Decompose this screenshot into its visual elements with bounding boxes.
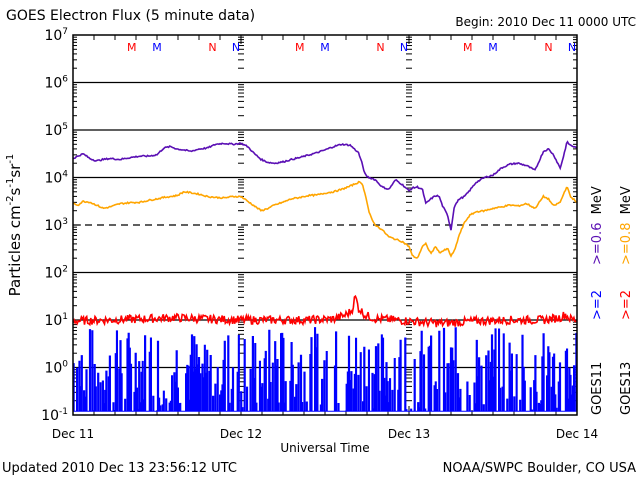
marker-n: N: [544, 41, 552, 54]
updated-timestamp: Updated 2010 Dec 13 23:56:12 UTC: [2, 461, 237, 476]
y-tick-exp: 5: [62, 122, 68, 132]
y-tick-label: 105: [44, 122, 68, 139]
marker-n: N: [208, 41, 216, 54]
marker-m: M: [152, 41, 162, 54]
marker-m: M: [127, 41, 137, 54]
x-tick-label: Dec 13: [388, 427, 430, 441]
marker-n: N: [232, 41, 240, 54]
svg-text:>=0.8 MeV: >=0.8 MeV: [619, 186, 634, 265]
legend-goes11-2mev: >=2: [590, 290, 605, 320]
series-goes11-06mev: [72, 140, 578, 231]
series-goes11-2mev: [72, 327, 578, 412]
legend-goes11-06mev: >=0.6: [590, 223, 605, 265]
y-tick-label: 101: [44, 312, 68, 329]
y-axis-label-exp1: -2: [5, 195, 16, 205]
y-tick-label: 102: [44, 265, 68, 282]
svg-text:GOES11: GOES11: [590, 362, 605, 415]
y-tick-base: 10: [44, 171, 62, 187]
legend-goes13-2mev: >=2: [619, 290, 634, 320]
series-goes13-2mev: [72, 294, 578, 329]
y-tick-label: 103: [44, 217, 68, 234]
y-axis-label-exp3: -1: [5, 154, 16, 164]
x-tick-labels: Dec 11 Dec 12 Dec 13 Dec 14: [52, 427, 598, 441]
y-tick-base: 10: [44, 266, 62, 282]
x-tick-label: Dec 12: [220, 427, 262, 441]
y-tick-base: 10: [44, 218, 62, 234]
svg-text:>=2: >=2: [590, 290, 605, 320]
y-tick-base: 10: [44, 28, 62, 44]
legend-mev-1: MeV: [590, 186, 605, 214]
y-axis-label-sr: sr: [6, 163, 24, 178]
series-goes13-08mev: [72, 180, 578, 259]
legend-goes11: GOES11: [590, 362, 605, 415]
legend-goes13-08mev: >=0.8: [619, 223, 634, 265]
chart-title: GOES Electron Flux (5 minute data): [6, 8, 255, 24]
y-tick-exp: 7: [62, 27, 68, 37]
marker-m: M: [295, 41, 305, 54]
y-tick-exp: 2: [62, 265, 68, 275]
begin-label: Begin: 2010 Dec 11 0000 UTC: [455, 15, 636, 29]
legend-mev-2: MeV: [619, 186, 634, 214]
plot-frame: [72, 34, 578, 416]
marker-n: N: [376, 41, 384, 54]
marker-n: N: [400, 41, 408, 54]
credit-label: NOAA/SWPC Boulder, CO USA: [443, 461, 636, 476]
y-tick-exp: 3: [62, 217, 68, 227]
y-tick-exp: 6: [62, 75, 68, 85]
y-tick-label: 104: [44, 170, 68, 187]
x-tick-label: Dec 11: [52, 427, 94, 441]
svg-text:>=2: >=2: [619, 290, 634, 320]
legend: GOES11 >=2 >=0.6 MeV GOES13 >=2 >=0.8 Me…: [590, 186, 634, 415]
y-tick-base: 10: [44, 313, 62, 329]
series-layer: [72, 140, 578, 412]
y-tick-exp: -1: [59, 407, 68, 417]
y-tick-label: 107: [44, 27, 68, 44]
svg-text:>=0.6 MeV: >=0.6 MeV: [590, 186, 605, 265]
svg-text:Particles cm-2s-1sr-1: Particles cm-2s-1sr-1: [5, 154, 24, 297]
marker-m: M: [488, 41, 498, 54]
y-axis-label-main: Particles cm: [6, 205, 24, 296]
marker-m: M: [463, 41, 473, 54]
grid-lines: [72, 35, 578, 416]
y-tick-base: 10: [44, 76, 62, 92]
legend-goes13: GOES13: [619, 362, 634, 415]
y-axis-label-exp2: -1: [5, 178, 16, 188]
y-tick-exp: 0: [62, 360, 68, 370]
y-tick-label: 10-1: [41, 407, 68, 424]
y-tick-label: 100: [44, 360, 68, 377]
y-tick-exp: 1: [62, 312, 68, 322]
y-tick-base: 10: [44, 361, 62, 377]
marker-m: M: [320, 41, 330, 54]
y-tick-base: 10: [41, 408, 59, 424]
x-axis-label: Universal Time: [280, 441, 369, 455]
y-tick-exp: 4: [62, 170, 68, 180]
y-tick-label: 106: [44, 75, 68, 92]
svg-text:GOES13: GOES13: [619, 362, 634, 415]
y-axis-label-s: s: [6, 187, 24, 195]
y-tick-base: 10: [44, 123, 62, 139]
marker-n: N: [568, 41, 576, 54]
x-tick-label: Dec 14: [556, 427, 598, 441]
y-axis-label: Particles cm-2s-1sr-1: [5, 154, 24, 297]
